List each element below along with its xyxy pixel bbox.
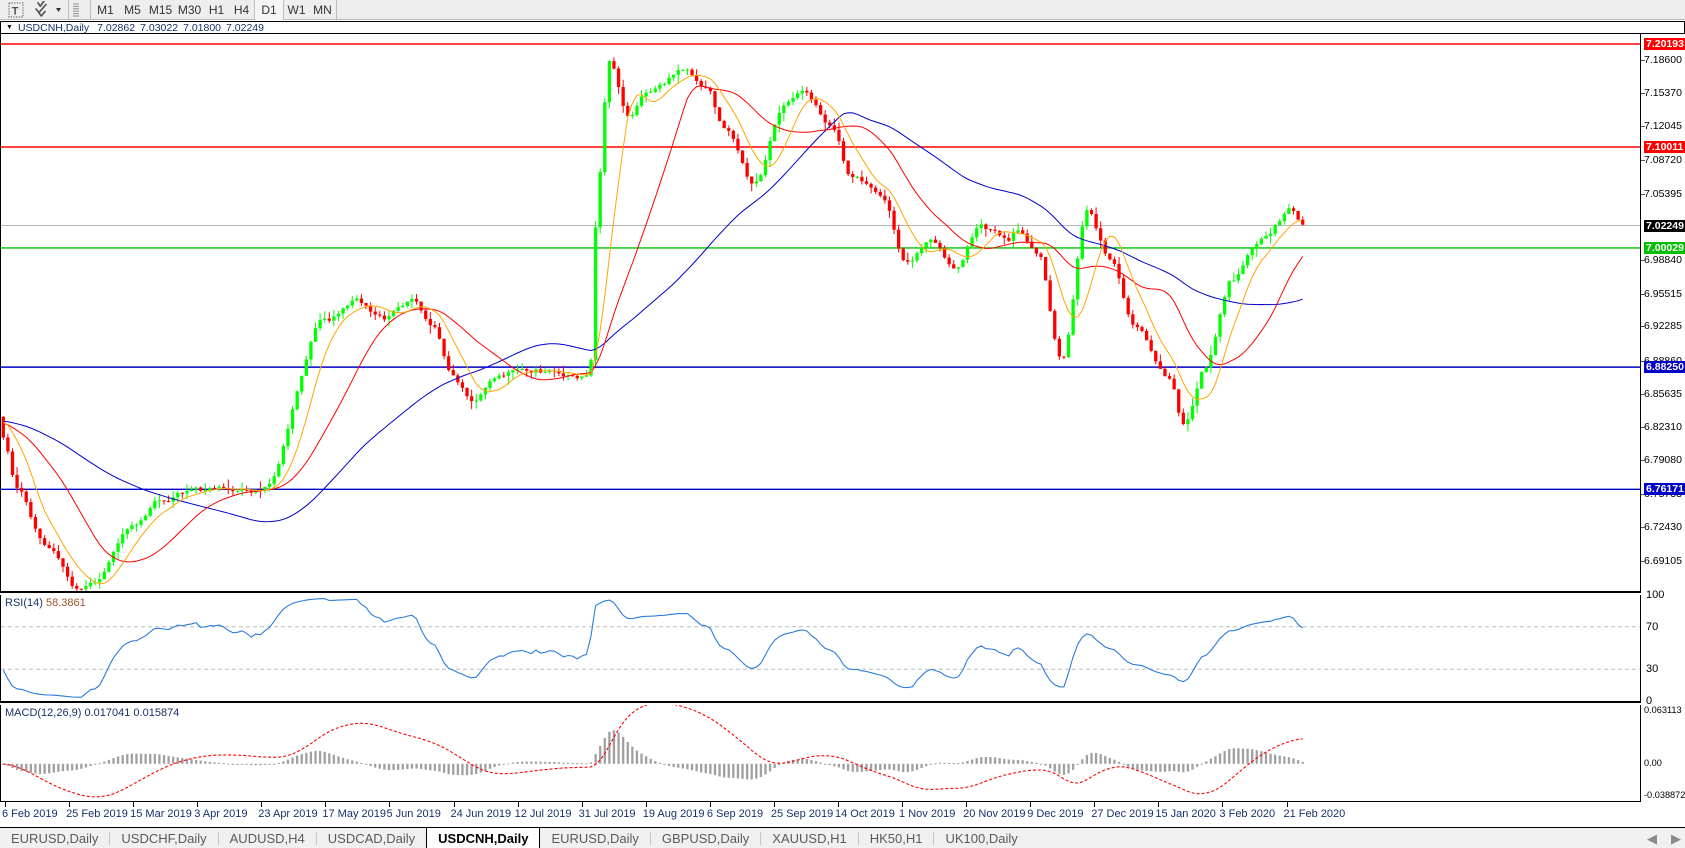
svg-text:T: T — [12, 6, 19, 18]
